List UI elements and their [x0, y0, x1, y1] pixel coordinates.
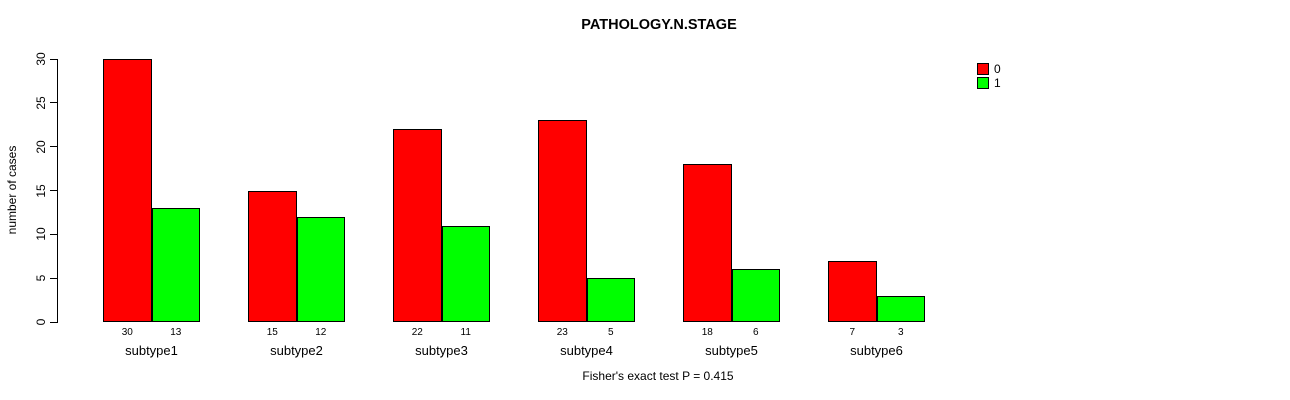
category-label-subtype6: subtype6: [850, 343, 903, 358]
y-tick-label: 10: [34, 227, 48, 242]
fisher-test-annotation: Fisher's exact test P = 0.415: [582, 369, 734, 383]
bar-subtype5-series0: [683, 164, 732, 322]
y-tick-mark: [50, 233, 57, 235]
bar-value-label: 7: [849, 327, 856, 338]
category-label-subtype1: subtype1: [125, 343, 178, 358]
bar-subtype2-series0: [248, 190, 297, 322]
bar-subtype6-series0: [828, 260, 877, 322]
legend-swatch-icon: [977, 63, 989, 75]
y-tick-label: 15: [34, 183, 48, 198]
legend-label: 1: [994, 76, 1001, 90]
legend-item-1: 1: [977, 76, 1001, 90]
legend-item-0: 0: [977, 62, 1001, 76]
bar-subtype4-series1: [586, 278, 635, 322]
bar-value-label: 12: [315, 327, 327, 338]
bar-subtype6-series1: [876, 295, 925, 322]
y-tick-label: 0: [34, 318, 48, 326]
y-tick-mark: [50, 277, 57, 279]
bar-value-label: 30: [121, 327, 133, 338]
bar-subtype5-series1: [731, 269, 780, 322]
bar-value-label: 23: [556, 327, 568, 338]
bar-subtype3-series1: [441, 225, 490, 322]
category-label-subtype4: subtype4: [560, 343, 613, 358]
y-axis-label: number of cases: [5, 145, 19, 235]
bar-value-label: 13: [170, 327, 182, 338]
y-tick-label: 20: [34, 139, 48, 154]
chart-title: PATHOLOGY.N.STAGE: [581, 17, 737, 33]
y-tick-mark: [50, 58, 57, 60]
bar-value-label: 5: [607, 327, 614, 338]
bar-value-label: 15: [266, 327, 278, 338]
bar-subtype2-series1: [296, 216, 345, 322]
y-tick-mark: [50, 102, 57, 104]
y-tick-mark: [50, 190, 57, 191]
bar-value-label: 22: [411, 327, 423, 338]
y-tick-label: 25: [34, 96, 48, 110]
y-tick-mark: [50, 146, 57, 148]
bar-value-label: 3: [897, 327, 904, 338]
category-label-subtype5: subtype5: [705, 343, 758, 358]
bar-subtype3-series0: [393, 129, 442, 322]
y-tick-label: 30: [34, 52, 48, 66]
y-axis-line: [57, 59, 58, 323]
bar-subtype1-series0: [103, 59, 152, 322]
bar-value-label: 18: [701, 327, 713, 338]
category-label-subtype3: subtype3: [415, 343, 468, 358]
y-tick-mark: [50, 321, 57, 323]
bar-subtype4-series0: [538, 120, 587, 322]
legend-label: 0: [994, 62, 1001, 76]
y-tick-label: 5: [34, 274, 48, 282]
category-label-subtype2: subtype2: [270, 343, 323, 358]
bar-value-label: 11: [460, 327, 471, 338]
legend-swatch-icon: [977, 77, 989, 89]
bar-subtype1-series1: [151, 208, 200, 322]
bar-value-label: 6: [752, 327, 759, 338]
